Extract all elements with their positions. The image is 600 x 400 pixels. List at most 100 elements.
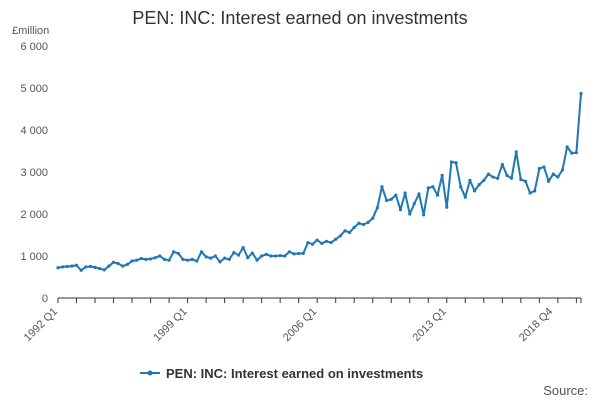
y-tick-label: 4 000 (20, 125, 48, 137)
data-point (449, 160, 454, 164)
x-axis: 1992 Q1 1999 Q1 2006 Q1 2013 Q1 2018 Q4 (22, 297, 582, 344)
legend-entry: PEN: INC: Interest earned on investments (166, 366, 423, 381)
y-tick-label: 3 000 (20, 167, 48, 179)
data-point (172, 250, 176, 254)
y-axis-ticks: 0 1 000 2 000 3 000 4 000 5 000 6 000 (20, 41, 48, 305)
data-point (366, 220, 370, 224)
data-point (306, 240, 310, 245)
x-tick-label: 2018 Q4 (517, 306, 555, 344)
data-point (463, 195, 467, 199)
data-point (199, 250, 204, 254)
data-point (403, 191, 407, 195)
data-point (65, 264, 69, 269)
data-point (167, 258, 171, 262)
y-tick-label: 6 000 (20, 41, 48, 53)
data-point (107, 264, 111, 268)
data-point (491, 175, 495, 179)
data-point (385, 198, 389, 203)
data-point (283, 254, 287, 258)
data-point (375, 206, 379, 210)
data-point (347, 230, 352, 235)
data-point (542, 165, 546, 169)
data-point (574, 151, 578, 155)
data-point (496, 176, 500, 180)
data-point (570, 151, 574, 155)
source-label: Source: (543, 383, 588, 398)
data-point (181, 257, 185, 261)
y-tick-label: 5 000 (20, 83, 48, 95)
data-point (204, 255, 208, 259)
data-point (278, 253, 282, 258)
data-point (431, 185, 435, 189)
data-point (209, 256, 213, 260)
data-point (509, 176, 514, 180)
data-point (125, 262, 130, 266)
y-tick-label: 0 (42, 293, 48, 305)
data-point (84, 265, 88, 269)
data-point (435, 193, 440, 197)
data-point (111, 260, 116, 264)
data-point (121, 264, 125, 268)
data-point (241, 246, 245, 250)
data-point (162, 257, 167, 261)
data-point (324, 239, 329, 243)
data-point (528, 191, 532, 195)
legend: PEN: INC: Interest earned on investments (140, 366, 423, 381)
data-point (287, 250, 292, 254)
data-point (148, 257, 153, 261)
y-axis-label: £million (12, 25, 49, 37)
data-point (551, 172, 555, 176)
data-point (93, 265, 97, 269)
data-point (343, 229, 347, 233)
y-tick-label: 1 000 (20, 251, 48, 263)
data-point (176, 251, 180, 256)
data-point (153, 256, 157, 260)
data-point (357, 221, 361, 225)
data-point (338, 234, 342, 238)
data-point (477, 183, 481, 187)
data-point (486, 172, 491, 176)
data-point (70, 264, 74, 268)
data-point (505, 173, 509, 177)
data-point (213, 254, 217, 258)
data-point (320, 241, 324, 245)
data-point (310, 242, 315, 246)
data-point (371, 216, 375, 220)
data-point (500, 162, 504, 167)
data-point (218, 260, 222, 264)
data-point (579, 91, 583, 96)
data-point (426, 186, 430, 190)
data-point (537, 167, 541, 171)
data-point (472, 189, 477, 193)
data-point (260, 254, 264, 258)
data-point (422, 213, 426, 217)
data-point (88, 264, 92, 269)
data-point (560, 168, 565, 172)
data-point (523, 179, 528, 183)
series-layer (56, 91, 583, 272)
data-point (380, 185, 384, 189)
data-point (79, 268, 83, 272)
data-point (301, 251, 305, 256)
data-point (398, 208, 403, 212)
data-point (389, 197, 393, 201)
data-point (255, 258, 259, 262)
data-point (514, 150, 518, 154)
data-point (269, 254, 273, 258)
data-point (329, 240, 333, 245)
data-point (394, 193, 398, 197)
data-point (315, 238, 319, 242)
chart-title: PEN: INC: Interest earned on investments (132, 8, 467, 28)
x-tick-label: 2006 Q1 (281, 306, 319, 344)
data-point (547, 179, 551, 183)
data-point (56, 266, 60, 270)
data-point (74, 263, 79, 267)
data-point (250, 251, 254, 255)
data-point (98, 267, 102, 271)
data-point (116, 261, 120, 266)
x-tick-label: 2013 Q1 (411, 306, 449, 344)
data-point (565, 145, 569, 149)
x-tick-label: 1999 Q1 (151, 306, 189, 344)
data-point (556, 175, 560, 179)
